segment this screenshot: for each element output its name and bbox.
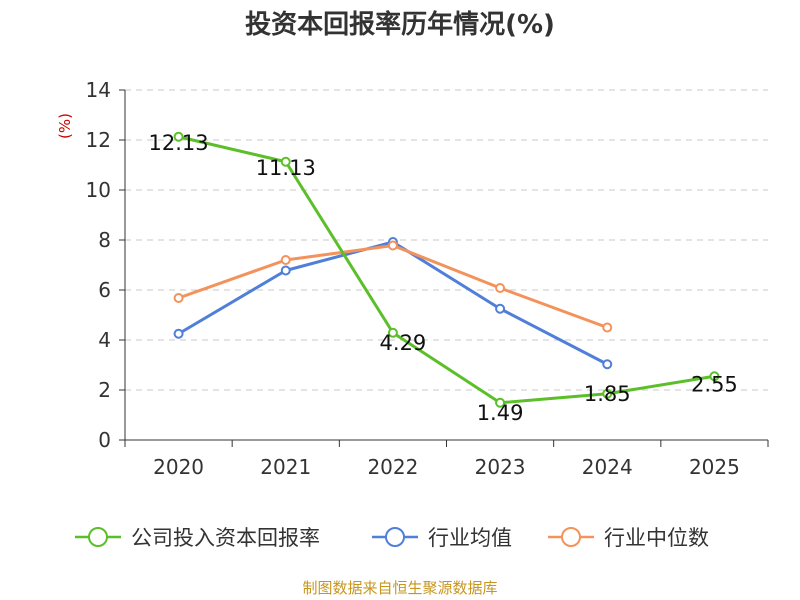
legend-marker-icon: [88, 527, 108, 547]
source-note: 制图数据来自恒生聚源数据库: [302, 579, 498, 597]
grid-layer: [125, 89, 768, 391]
data-point: [495, 397, 506, 408]
data-label: 12.13: [149, 131, 209, 155]
legend-label: 行业均值: [428, 526, 512, 550]
axes-layer: 0 2 4 6 8 10 12 14 2020 2021 2022 2023 2024 2025 (%): [56, 78, 769, 479]
data-point: [602, 359, 613, 370]
legend-item: 公司投入资本回报率: [75, 526, 320, 550]
y-tick-label: 8: [98, 228, 111, 252]
data-point: [709, 371, 720, 382]
x-tick-label: 2025: [689, 455, 740, 479]
y-tick-label: 10: [86, 178, 111, 202]
data-point: [387, 327, 398, 338]
data-label: 4.29: [380, 331, 427, 355]
legend-item: 行业中位数: [548, 526, 709, 550]
x-tick-label: 2023: [475, 455, 526, 479]
x-tick-label: 2021: [260, 455, 311, 479]
data-label: 1.85: [584, 382, 631, 406]
data-point: [280, 255, 291, 265]
data-point: [280, 265, 291, 276]
data-labels-layer: 12.13 11.13 4.29 1.49 1.85 2.55: [149, 131, 738, 425]
y-tick-label: 6: [98, 278, 111, 302]
series-line: [178, 244, 608, 329]
legend: 公司投入资本回报率 行业均值 行业中位数: [75, 526, 709, 550]
series-line: [178, 135, 715, 405]
data-label: 1.49: [477, 401, 524, 425]
y-tick-label: 0: [98, 428, 111, 452]
legend-label: 公司投入资本回报率: [131, 526, 320, 550]
data-point: [495, 303, 506, 314]
y-tick-label: 14: [86, 78, 111, 102]
x-tick-label: 2024: [582, 455, 633, 479]
data-label: 2.55: [691, 372, 738, 396]
data-point: [280, 156, 291, 167]
data-point: [173, 293, 184, 303]
legend-item: 行业均值: [372, 526, 512, 550]
data-point: [173, 131, 184, 142]
x-tick-label: 2020: [153, 455, 204, 479]
y-tick-label: 4: [98, 328, 111, 352]
legend-marker-icon: [385, 527, 405, 547]
y-tick-label: 12: [86, 128, 111, 152]
data-point: [602, 388, 613, 399]
legend-marker-icon: [561, 527, 581, 547]
legend-label: 行业中位数: [604, 526, 709, 550]
data-point: [387, 240, 398, 251]
series-layer: [173, 131, 720, 408]
y-axis-label: (%): [56, 113, 74, 139]
x-tick-label: 2022: [367, 455, 418, 479]
data-point: [602, 322, 613, 333]
data-point: [495, 283, 506, 293]
data-point: [173, 328, 184, 339]
data-label: 11.13: [256, 156, 316, 180]
y-tick-label: 2: [98, 378, 111, 402]
line-chart: 0 2 4 6 8 10 12 14 2020 2021 2022 2023 2024 2025 (%) 1…: [56, 78, 769, 550]
chart-title: 投资本回报率历年情况(%): [245, 10, 555, 40]
